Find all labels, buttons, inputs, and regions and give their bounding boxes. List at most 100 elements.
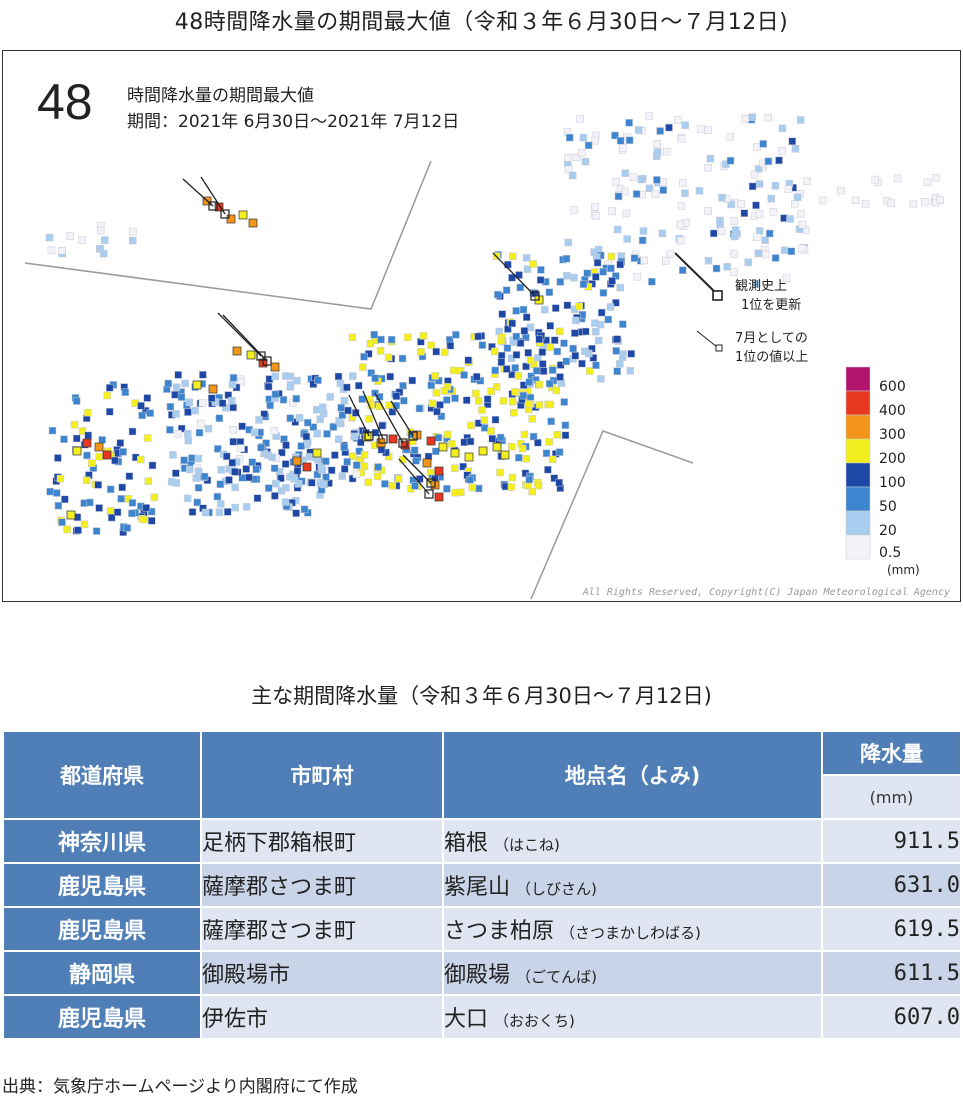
station-square	[769, 208, 778, 216]
station-yomi: （ごてんば)	[516, 968, 598, 986]
station-square	[503, 344, 512, 352]
station-square	[556, 373, 564, 381]
station-square	[327, 466, 336, 475]
station-square	[613, 367, 621, 376]
station-square	[537, 266, 545, 274]
station-square	[106, 485, 115, 494]
station-square	[851, 196, 860, 205]
station-square	[297, 442, 305, 450]
station-square	[466, 475, 474, 484]
station-square	[107, 513, 116, 522]
station-square	[871, 175, 880, 184]
record-marker-box	[220, 209, 230, 219]
station-square	[709, 229, 718, 238]
station-square	[271, 390, 280, 399]
station-square	[349, 372, 357, 380]
station-square	[678, 179, 687, 187]
station-square	[653, 148, 662, 157]
station-square	[718, 227, 726, 235]
station-square	[281, 498, 290, 506]
station-square	[343, 383, 351, 392]
station-square	[352, 461, 361, 469]
station-square	[659, 186, 668, 194]
scale-label-50: 50	[879, 499, 897, 515]
station-square	[270, 427, 279, 435]
station-square	[231, 483, 239, 492]
station-name: 紫尾山	[444, 875, 511, 900]
station-yomi: （しびさん)	[516, 880, 597, 898]
station-square	[198, 399, 207, 407]
station-square	[411, 482, 419, 490]
station-square	[386, 372, 394, 381]
station-square	[547, 417, 555, 426]
station-square	[508, 319, 516, 328]
station-square	[704, 207, 712, 215]
station-square	[676, 220, 684, 229]
station-yomi: （おおくち)	[494, 1012, 575, 1030]
copyright-notice: All Rights Reserved, Copyright(C) Japan …	[582, 587, 950, 598]
station-square	[611, 131, 619, 140]
station-square	[651, 190, 660, 198]
station-square	[359, 363, 367, 371]
station-square	[607, 252, 616, 261]
station-square	[416, 475, 424, 483]
record-marker-line	[402, 454, 432, 484]
heavy-rain-square	[450, 448, 460, 458]
station-square	[562, 357, 571, 366]
station-square	[266, 401, 274, 410]
station-square	[213, 492, 222, 501]
station-square	[181, 379, 189, 388]
station-square	[474, 332, 482, 341]
station-square	[553, 347, 562, 356]
station-square	[572, 316, 580, 325]
station-square	[740, 209, 749, 217]
station-square	[818, 196, 827, 205]
heavy-rain-square	[426, 436, 436, 446]
station-square	[94, 481, 102, 489]
station-square	[171, 391, 179, 399]
station-square	[591, 203, 599, 211]
heavy-rain-square	[492, 442, 502, 452]
table-row: 鹿児島県 伊佐市 大口 （おおくち) 607.0	[2, 994, 962, 1040]
station-square	[63, 525, 71, 534]
station-square	[80, 520, 89, 529]
station-square	[200, 472, 209, 481]
scale-swatch	[845, 390, 871, 416]
station-square	[546, 400, 555, 409]
station-square	[659, 178, 668, 187]
record-marker-line	[492, 252, 536, 297]
station-square	[666, 250, 674, 258]
station-square	[730, 217, 738, 225]
station-square	[106, 507, 115, 515]
station-square	[786, 215, 794, 223]
station-square	[612, 177, 620, 186]
station-square	[518, 444, 527, 453]
heavy-rain-square	[500, 450, 510, 460]
station-square	[446, 341, 455, 350]
map-canvas	[24, 112, 944, 600]
station-square	[281, 460, 290, 468]
map-period: 期間：2021年 6月30日～2021年 7月12日	[127, 112, 460, 132]
station-square	[286, 473, 294, 481]
station-square	[529, 260, 537, 268]
station-square	[292, 509, 300, 517]
row-prefecture: 静岡県	[2, 950, 202, 996]
station-square	[488, 434, 497, 443]
station-square	[616, 360, 624, 368]
heavy-rain-square	[72, 446, 82, 456]
station-square	[73, 434, 81, 443]
record-marker-line	[390, 400, 414, 437]
station-square	[744, 258, 752, 267]
station-square	[716, 216, 724, 225]
station-square	[491, 366, 499, 375]
scale-label-400: 400	[879, 403, 906, 419]
station-square	[82, 476, 91, 485]
station-square	[535, 335, 543, 344]
station-square	[578, 359, 586, 368]
station-square	[95, 452, 103, 461]
station-square	[417, 348, 425, 356]
station-square	[639, 227, 648, 235]
station-square	[355, 381, 363, 390]
station-square	[137, 402, 145, 410]
station-square	[576, 115, 584, 123]
